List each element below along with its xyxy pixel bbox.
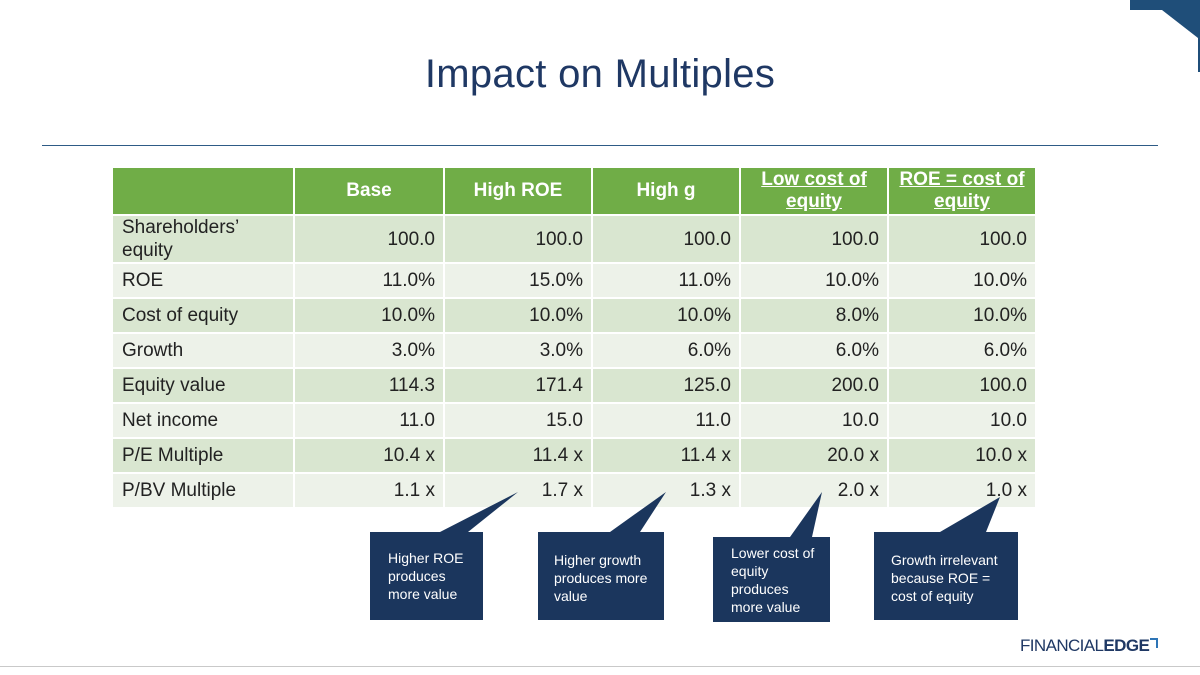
row-label: P/BV Multiple [113,472,295,507]
title-divider [42,145,1158,146]
callout-bubble-roe [370,492,518,620]
table-cell: 11.0% [295,262,445,297]
financial-edge-logo: FINANCIALEDGE [1020,636,1159,656]
row-label: Net income [113,402,295,437]
callout-text-growth-irrelevant: Growth irrelevant because ROE = cost of … [891,552,998,604]
table-cell: 6.0% [889,332,1035,367]
header-high-roe: High ROE [445,168,593,214]
table-cell: 10.4 x [295,437,445,472]
table-cell: 100.0 [741,214,889,262]
slide-title: Impact on Multiples [424,52,776,96]
table-cell: 125.0 [593,367,741,402]
callout-bubble-cost-of-equity [713,492,830,622]
table-cell: 11.4 x [593,437,741,472]
table-cell: 1.1 x [295,472,445,507]
callout-text-growth: Higher growth produces more value [554,552,648,604]
corner-accent [1130,0,1200,72]
table-cell: 114.3 [295,367,445,402]
table-cell: 3.0% [295,332,445,367]
table-cell: 100.0 [593,214,741,262]
table-cell: 11.0% [593,262,741,297]
table-cell: 10.0 [741,402,889,437]
table-cell: 20.0 x [741,437,889,472]
row-label: Cost of equity [113,297,295,332]
row-label: Equity value [113,367,295,402]
table-row: P/BV Multiple 1.1 x 1.7 x 1.3 x 2.0 x 1.… [113,472,1035,507]
table-cell: 10.0% [889,262,1035,297]
table-cell: 6.0% [593,332,741,367]
callout-text-cost-of-equity: Lower cost of equity produces more value [731,545,815,615]
table-cell: 10.0% [889,297,1035,332]
table-cell: 6.0% [741,332,889,367]
row-label: P/E Multiple [113,437,295,472]
table-cell: 10.0% [593,297,741,332]
table-cell: 100.0 [295,214,445,262]
table-cell: 3.0% [445,332,593,367]
table-cell: 11.0 [593,402,741,437]
logo-mark-icon [1150,638,1159,648]
table-cell: 8.0% [741,297,889,332]
multiples-table: Base High ROE High g Low cost of equity … [113,168,1035,507]
table-cell: 200.0 [741,367,889,402]
table-cell: 15.0% [445,262,593,297]
table-cell: 1.7 x [445,472,593,507]
header-base: Base [295,168,445,214]
table-cell: 10.0% [445,297,593,332]
table-cell: 10.0 [889,402,1035,437]
header-roe-equals-cost-of-equity: ROE = cost of equity [889,168,1035,214]
table-row: Net income 11.0 15.0 11.0 10.0 10.0 [113,402,1035,437]
table-row: Equity value 114.3 171.4 125.0 200.0 100… [113,367,1035,402]
table-cell: 100.0 [445,214,593,262]
table-cell: 11.0 [295,402,445,437]
footer-divider [0,666,1200,667]
table-cell: 171.4 [445,367,593,402]
table-row: Cost of equity 10.0% 10.0% 10.0% 8.0% 10… [113,297,1035,332]
table-cell: 10.0 x [889,437,1035,472]
row-label: Growth [113,332,295,367]
callout-text-roe: Higher ROE produces more value [388,550,464,602]
table-cell: 100.0 [889,367,1035,402]
header-blank [113,168,295,214]
table-row: P/E Multiple 10.4 x 11.4 x 11.4 x 20.0 x… [113,437,1035,472]
table-cell: 2.0 x [741,472,889,507]
callout-bubble-growth [538,492,666,620]
header-low-cost-of-equity: Low cost of equity [741,168,889,214]
table-row: ROE 11.0% 15.0% 11.0% 10.0% 10.0% [113,262,1035,297]
table-cell: 1.0 x [889,472,1035,507]
header-high-g: High g [593,168,741,214]
table-cell: 100.0 [889,214,1035,262]
table-row: Shareholders’ equity 100.0 100.0 100.0 1… [113,214,1035,262]
callout-bubble-growth-irrelevant [874,497,1018,620]
row-label: ROE [113,262,295,297]
row-label: Shareholders’ equity [113,214,295,262]
table-cell: 10.0% [741,262,889,297]
header-row: Base High ROE High g Low cost of equity … [113,168,1035,214]
table-cell: 10.0% [295,297,445,332]
table-cell: 11.4 x [445,437,593,472]
table-cell: 1.3 x [593,472,741,507]
table-cell: 15.0 [445,402,593,437]
table-row: Growth 3.0% 3.0% 6.0% 6.0% 6.0% [113,332,1035,367]
